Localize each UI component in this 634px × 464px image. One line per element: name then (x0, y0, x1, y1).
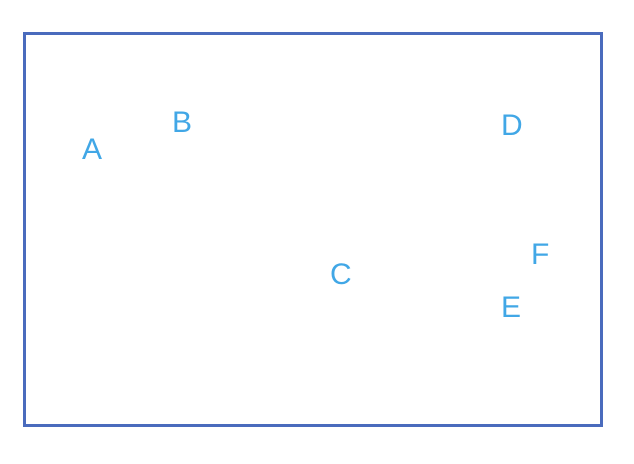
point-label-c: C (330, 258, 352, 291)
point-label-f: F (531, 238, 550, 271)
point-label-a: A (82, 133, 103, 166)
diagram-frame (23, 32, 603, 427)
point-label-d: D (501, 109, 523, 142)
point-label-e: E (501, 291, 522, 324)
point-label-b: B (172, 106, 193, 139)
